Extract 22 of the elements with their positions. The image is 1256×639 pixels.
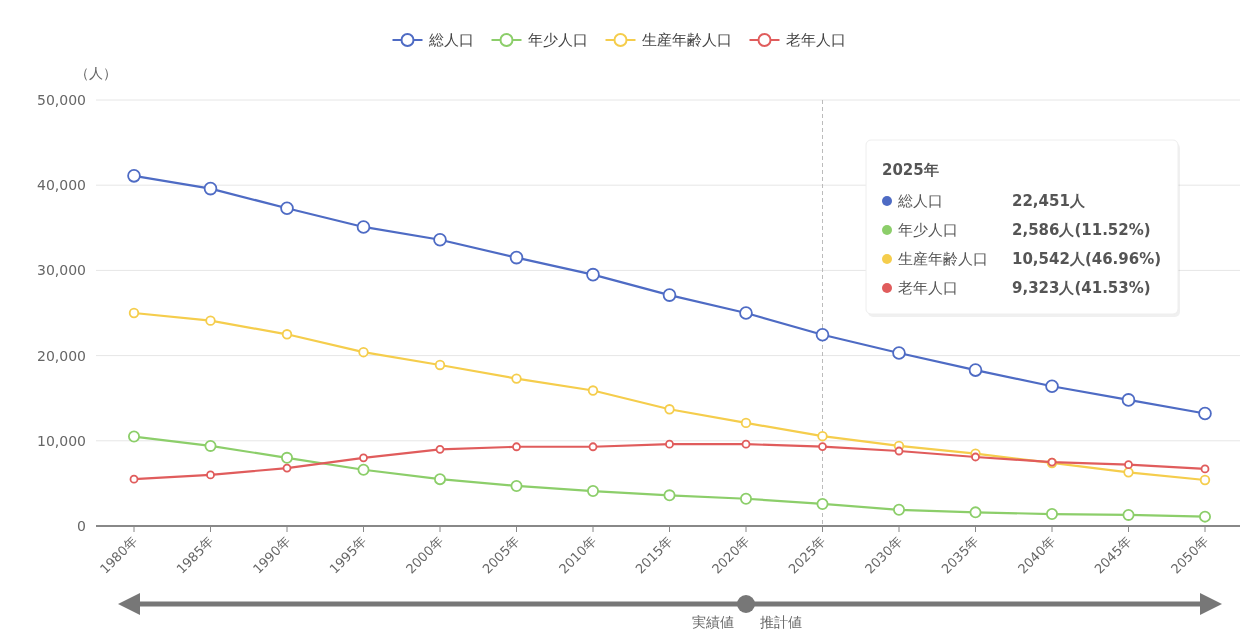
y-tick-label: 50,000 (37, 92, 86, 108)
y-tick-label: 40,000 (37, 177, 86, 194)
text: 年少人口 (527, 31, 588, 49)
text: 生産年齢人口 (641, 31, 732, 49)
text: 推計値 (760, 614, 802, 630)
y-tick-label: 0 (77, 518, 86, 534)
text: 老年人口 (785, 31, 846, 49)
y-tick-label: 20,000 (37, 347, 86, 364)
annotation: 2025年 (882, 161, 939, 179)
legend-label: 老年人口 (898, 279, 958, 297)
text: 実績値 (692, 614, 734, 630)
y-tick-label: 30,000 (37, 262, 86, 279)
legend-label: 年少人口 (898, 221, 958, 239)
annotation: 2,586人(11.52%) (1012, 221, 1151, 239)
annotation: 9,323人(41.53%) (1012, 279, 1151, 297)
text: 総人口 (428, 31, 474, 49)
annotation: 22,451人 (1012, 192, 1086, 210)
y-axis-title: （人） (75, 65, 117, 81)
annotation: 10,542人(46.96%) (1012, 250, 1162, 268)
legend-label: 生産年齢人口 (898, 250, 988, 268)
legend-label: 総人口 (897, 192, 943, 210)
y-tick-label: 10,000 (37, 432, 86, 449)
